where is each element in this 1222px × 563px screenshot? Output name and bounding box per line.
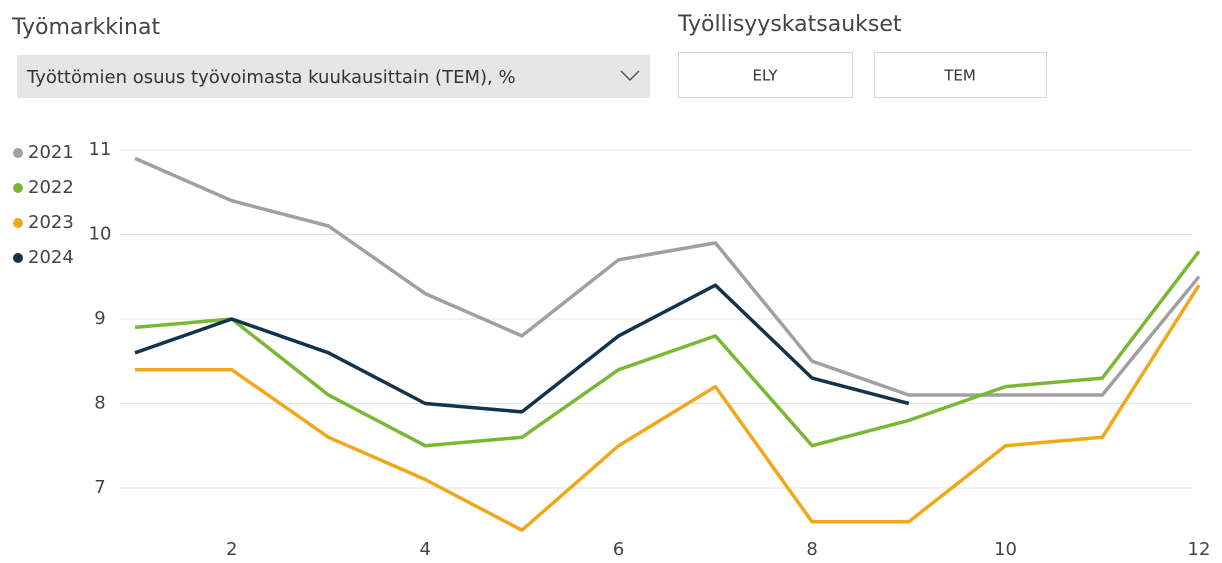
x-tick-label: 6 [613, 539, 624, 559]
button-label[interactable]: ELY [752, 67, 778, 85]
y-tick-label: 11 [89, 139, 112, 160]
series-line [135, 284, 1201, 532]
series-line [134, 250, 1201, 448]
legend-swatch [13, 218, 23, 228]
dropdown-chevron[interactable] [620, 70, 640, 82]
x-tick-label: 2 [226, 539, 237, 559]
y-tick-label: 7 [94, 477, 105, 498]
legend-swatch [13, 253, 23, 263]
x-tick-label: 10 [994, 539, 1017, 559]
series-line [134, 283, 910, 414]
section-title: Työmarkkinat [11, 15, 160, 40]
x-tick-label: 8 [806, 539, 817, 559]
legend-label: 2024 [28, 247, 74, 268]
button[interactable] [874, 52, 1047, 98]
series-line [134, 156, 1201, 397]
button[interactable] [678, 52, 853, 98]
legend-label: 2023 [28, 212, 74, 233]
dropdown-label[interactable]: Työttömien osuus työvoimasta kuukausitta… [26, 67, 516, 88]
y-tick-label: 10 [89, 223, 112, 244]
reports-title: Työllisyyskatsaukset [677, 12, 902, 37]
legend-label: 2022 [28, 177, 74, 198]
legend-label: 2021 [28, 142, 74, 163]
legend-swatch [13, 183, 23, 193]
legend-swatch [13, 148, 23, 158]
x-tick-label: 12 [1188, 539, 1211, 559]
x-tick-label: 4 [419, 539, 430, 559]
y-tick-label: 8 [94, 392, 105, 413]
y-tick-label: 9 [94, 308, 105, 329]
dropdown[interactable] [17, 55, 650, 98]
button-label[interactable]: TEM [943, 67, 976, 85]
